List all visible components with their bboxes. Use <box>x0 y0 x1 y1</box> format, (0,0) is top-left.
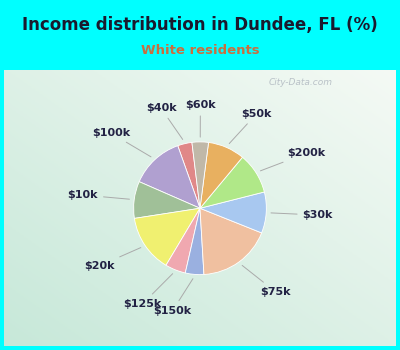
Text: $20k: $20k <box>84 247 141 271</box>
Wedge shape <box>134 182 200 218</box>
Text: $150k: $150k <box>154 279 193 316</box>
Text: $50k: $50k <box>229 109 272 144</box>
Text: $125k: $125k <box>124 274 173 309</box>
Wedge shape <box>200 192 266 233</box>
Wedge shape <box>134 208 200 265</box>
Wedge shape <box>139 146 200 208</box>
Wedge shape <box>200 142 242 208</box>
Text: $75k: $75k <box>242 265 291 297</box>
Text: $60k: $60k <box>185 100 216 137</box>
Text: City-Data.com: City-Data.com <box>269 78 333 87</box>
Text: $40k: $40k <box>146 103 183 139</box>
Wedge shape <box>178 142 200 208</box>
Text: $200k: $200k <box>260 148 325 171</box>
Text: Income distribution in Dundee, FL (%): Income distribution in Dundee, FL (%) <box>22 16 378 34</box>
Text: $10k: $10k <box>68 190 130 200</box>
Text: $30k: $30k <box>271 210 333 220</box>
Wedge shape <box>200 208 262 274</box>
Wedge shape <box>166 208 200 273</box>
Wedge shape <box>200 157 264 208</box>
Text: White residents: White residents <box>141 44 259 57</box>
Text: $100k: $100k <box>92 128 151 157</box>
Wedge shape <box>185 208 204 275</box>
Wedge shape <box>192 142 208 208</box>
